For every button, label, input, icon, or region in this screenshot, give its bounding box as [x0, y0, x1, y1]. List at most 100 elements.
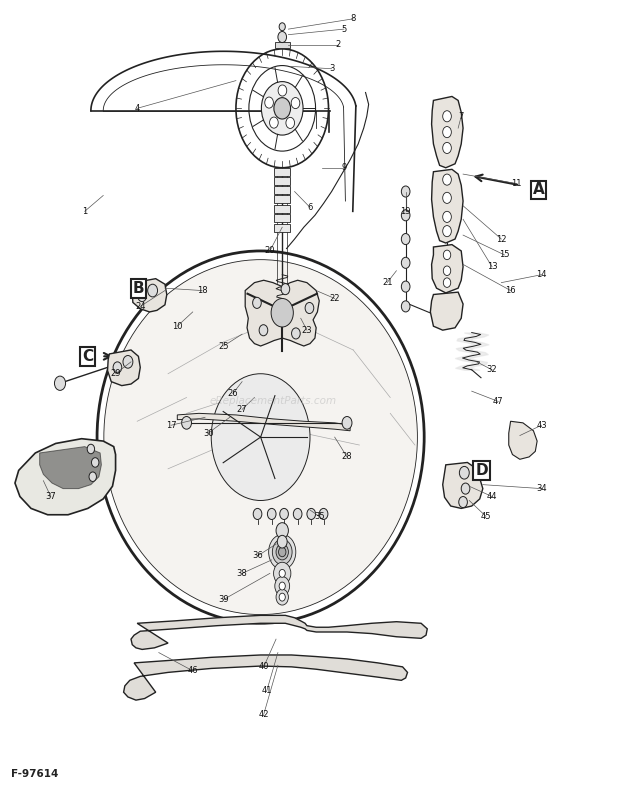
Point	[145, 323, 155, 335]
Point	[228, 573, 238, 586]
Point	[337, 343, 347, 356]
Point	[231, 301, 241, 313]
Point	[327, 490, 337, 502]
Circle shape	[280, 509, 288, 519]
Point	[135, 345, 144, 358]
Point	[290, 462, 300, 475]
Point	[164, 311, 174, 324]
Point	[195, 524, 205, 537]
Point	[159, 398, 169, 411]
Point	[202, 565, 212, 578]
Point	[257, 360, 267, 373]
Point	[168, 509, 178, 522]
Circle shape	[401, 301, 410, 312]
Point	[268, 330, 278, 343]
Point	[159, 514, 169, 526]
Point	[206, 478, 216, 491]
Point	[203, 316, 213, 328]
Circle shape	[443, 266, 451, 276]
Point	[168, 297, 178, 310]
Point	[206, 401, 216, 413]
Point	[139, 529, 149, 541]
Point	[174, 345, 184, 358]
Point	[280, 456, 290, 469]
Point	[328, 335, 338, 348]
Point	[345, 348, 355, 361]
Point	[198, 405, 208, 418]
Point	[201, 563, 211, 576]
Point	[271, 394, 281, 407]
Point	[347, 403, 357, 416]
Point	[283, 522, 293, 535]
Point	[374, 500, 384, 513]
Point	[149, 522, 159, 534]
Point	[308, 285, 318, 297]
Point	[280, 302, 290, 315]
Point	[135, 502, 145, 515]
Point	[284, 478, 294, 491]
Point	[138, 459, 148, 471]
FancyBboxPatch shape	[274, 224, 290, 232]
Point	[344, 547, 354, 560]
Point	[143, 460, 153, 472]
Point	[259, 277, 269, 290]
Point	[334, 464, 344, 477]
Point	[306, 363, 316, 376]
Point	[211, 494, 221, 507]
Point	[190, 329, 200, 342]
Point	[237, 516, 247, 529]
Point	[288, 528, 298, 541]
Point	[128, 506, 138, 519]
Point	[125, 496, 135, 509]
Point	[216, 453, 226, 466]
Point	[144, 370, 154, 383]
Point	[224, 480, 234, 493]
Point	[232, 458, 242, 471]
Point	[252, 503, 262, 516]
Point	[322, 534, 332, 547]
Point	[353, 530, 363, 543]
Point	[333, 575, 343, 588]
Point	[252, 469, 262, 482]
Point	[349, 482, 359, 494]
Point	[159, 413, 169, 425]
Point	[264, 420, 274, 432]
Point	[390, 497, 400, 510]
Point	[166, 436, 175, 449]
Point	[213, 520, 223, 533]
Point	[293, 439, 303, 452]
Point	[165, 366, 175, 378]
Point	[126, 470, 136, 483]
Point	[260, 572, 270, 584]
Point	[214, 586, 224, 599]
Point	[321, 474, 330, 487]
Point	[154, 540, 164, 553]
Point	[270, 292, 280, 304]
Point	[272, 340, 282, 353]
Point	[242, 595, 252, 607]
Point	[319, 467, 329, 480]
Point	[224, 444, 234, 457]
Point	[275, 527, 285, 540]
Point	[285, 425, 294, 437]
Point	[203, 301, 213, 314]
Point	[267, 304, 277, 317]
Point	[146, 400, 156, 413]
Point	[360, 351, 370, 363]
Point	[283, 501, 293, 514]
Point	[373, 350, 383, 363]
Point	[236, 522, 246, 534]
Point	[191, 459, 201, 471]
Point	[267, 315, 277, 328]
Point	[244, 476, 254, 489]
Point	[241, 308, 251, 320]
Point	[242, 280, 252, 293]
Point	[260, 264, 270, 277]
Point	[369, 500, 379, 513]
Point	[167, 461, 177, 474]
Point	[404, 413, 414, 426]
Point	[144, 431, 154, 444]
Point	[260, 537, 270, 550]
Point	[187, 510, 197, 523]
Point	[209, 424, 219, 436]
